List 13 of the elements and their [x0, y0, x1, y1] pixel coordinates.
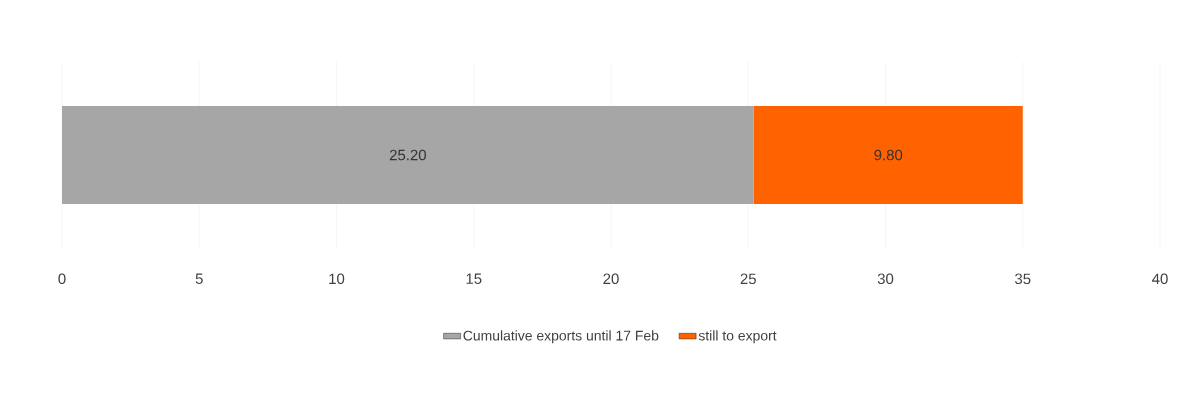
x-tick-label: 30 [877, 273, 894, 285]
data-label: 9.80 [874, 149, 903, 161]
legend-label: Cumulative exports until 17 Feb [463, 330, 659, 344]
data-label: 25.20 [389, 149, 426, 161]
x-tick-label: 20 [603, 273, 619, 285]
x-tick-label: 5 [195, 273, 203, 284]
x-tick-label: 40 [1152, 273, 1168, 285]
x-tick-label: 15 [466, 273, 482, 284]
legend-label: still to export [698, 330, 777, 344]
x-tick-label: 35 [1015, 273, 1031, 285]
x-tick-label: 10 [329, 273, 345, 285]
x-tick-label: 0 [58, 273, 66, 285]
x-tick-label: 25 [740, 273, 756, 285]
